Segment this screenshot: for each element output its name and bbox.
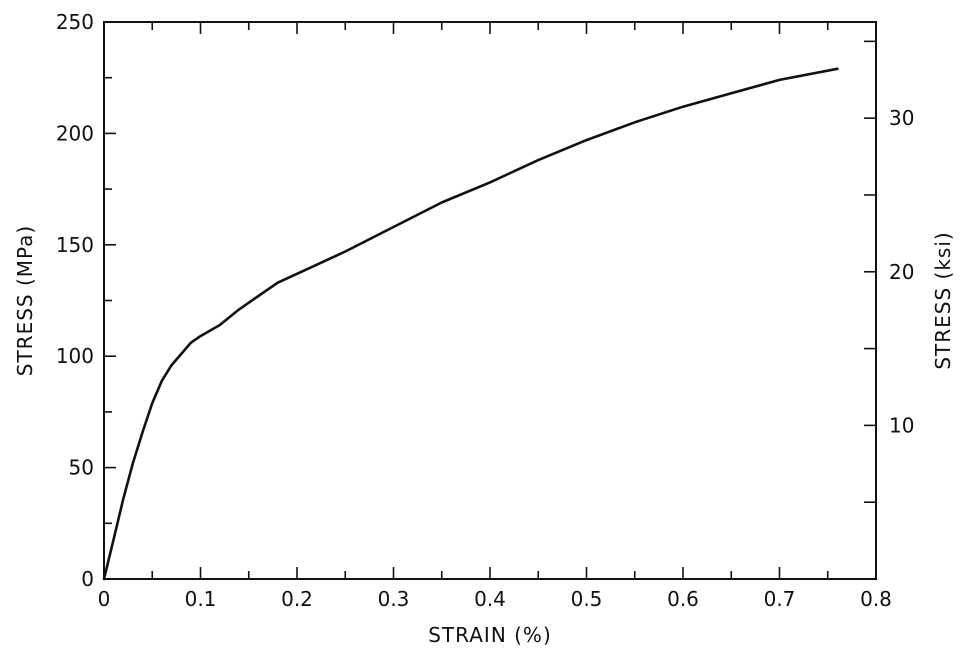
y2-tick-label: 10 bbox=[889, 413, 914, 437]
x-tick-label: 0 bbox=[98, 587, 111, 611]
plot-frame bbox=[103, 21, 877, 580]
tick-marks bbox=[103, 21, 877, 580]
y2-tick-label: 30 bbox=[889, 106, 914, 130]
y-tick-label: 250 bbox=[56, 10, 94, 34]
x-tick-label: 0.4 bbox=[474, 587, 506, 611]
stress-strain-curve bbox=[102, 67, 839, 581]
y-tick-label: 0 bbox=[81, 567, 94, 591]
x-tick-label: 0.5 bbox=[571, 587, 603, 611]
x-tick-label: 0.8 bbox=[860, 587, 892, 611]
y2-axis-title: STRESS (ksi) bbox=[931, 231, 955, 369]
y-tick-label: 200 bbox=[56, 121, 94, 145]
y2-tick-label: 20 bbox=[889, 260, 914, 284]
x-tick-label: 0.2 bbox=[281, 587, 313, 611]
x-tick-label: 0.7 bbox=[764, 587, 796, 611]
y-axis-title: STRESS (MPa) bbox=[13, 225, 37, 376]
y-tick-label: 150 bbox=[56, 233, 94, 257]
x-tick-label: 0.1 bbox=[185, 587, 217, 611]
y-tick-label: 100 bbox=[56, 344, 94, 368]
tick-labels: 0 0.1 0.2 0.3 0.4 0.5 0.6 0.7 0.8 0 50 100 150 200 250… bbox=[56, 10, 915, 611]
x-tick-label: 0.3 bbox=[378, 587, 410, 611]
x-tick-label: 0.6 bbox=[667, 587, 699, 611]
y-tick-label: 50 bbox=[69, 456, 94, 480]
x-axis-title: STRAIN (%) bbox=[428, 623, 552, 647]
